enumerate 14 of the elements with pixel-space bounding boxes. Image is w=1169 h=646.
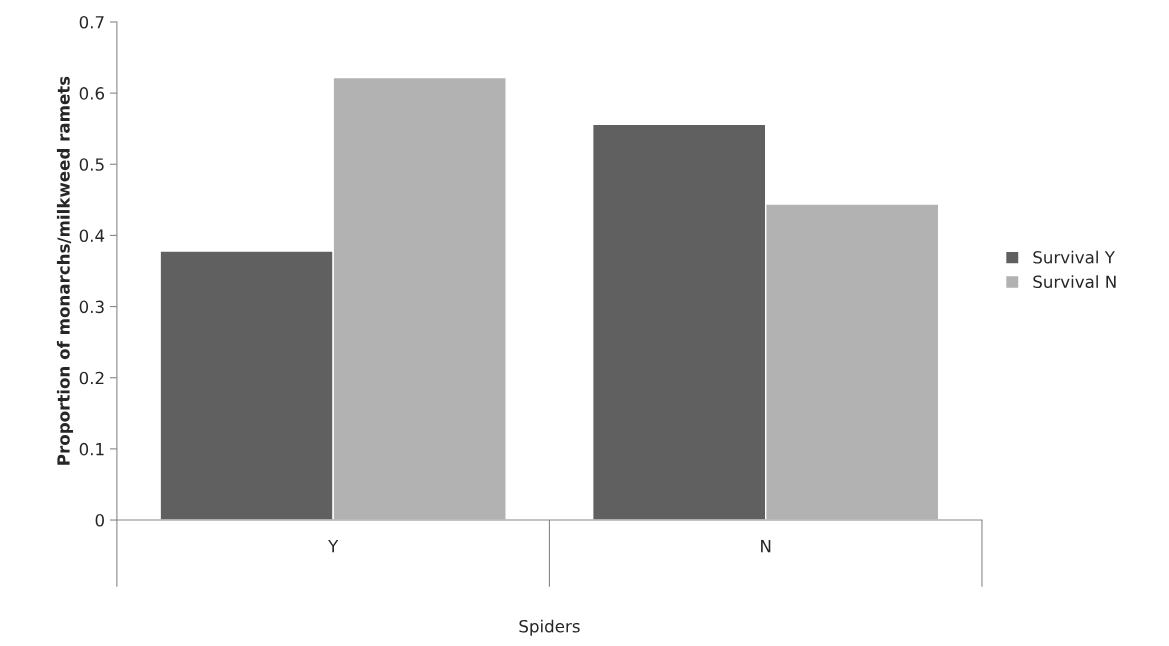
y-tick-label: 0.2 [79, 371, 104, 385]
legend-label: Survival N [1033, 275, 1116, 289]
y-tick-label: 0.7 [79, 15, 104, 29]
x-tick-label: N [761, 539, 771, 553]
y-tick-label: 0.1 [79, 442, 104, 456]
x-tick-label: Y [328, 539, 339, 553]
x-axis-title: Spiders [519, 619, 580, 636]
y-tick-label: 0.5 [79, 158, 104, 171]
y-axis-title: Proportion of monarchs/milkweed ramets [56, 76, 74, 465]
y-tick-label: 0.6 [79, 87, 105, 100]
y-tick-label: 0 [95, 513, 104, 527]
y-tick-label: 0.4 [79, 229, 105, 242]
legend-label: Survival Y [1033, 250, 1115, 264]
y-tick-label: 0.3 [79, 300, 104, 314]
